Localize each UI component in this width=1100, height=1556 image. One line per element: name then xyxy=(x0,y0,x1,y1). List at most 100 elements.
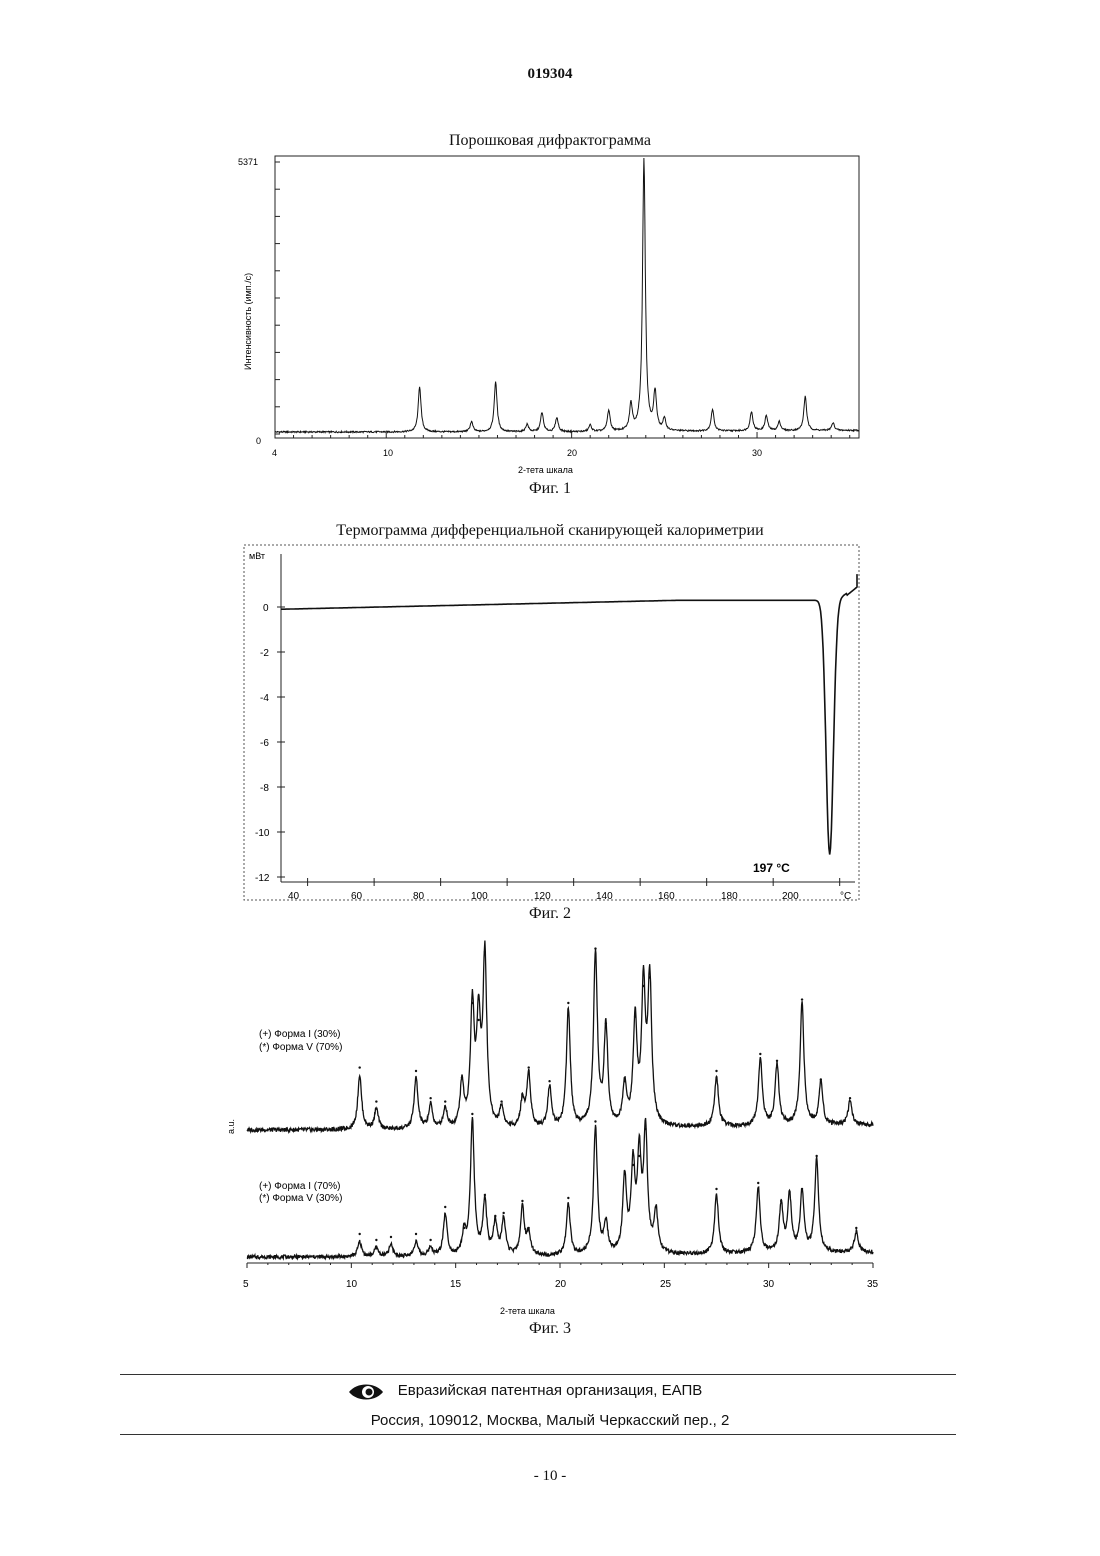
fig3-top-peak-marker xyxy=(776,1060,778,1062)
fig3-top-peak-marker xyxy=(642,985,644,987)
fig2-ytick-m4: -4 xyxy=(260,693,269,704)
fig2-xtick-40: 40 xyxy=(288,891,300,902)
fig3-top-peak-marker xyxy=(358,1066,360,1068)
fig3-top-peak-marker xyxy=(528,1066,530,1068)
fig3-legend-bottom-1: (+) Форма I (70%) xyxy=(259,1181,340,1192)
fig3-bottom-peak-marker xyxy=(471,1113,473,1115)
fig3-top-peak-marker xyxy=(715,1070,717,1072)
fig3-bottom-peak-marker xyxy=(644,1128,646,1130)
fig3-top-peak-marker xyxy=(567,1002,569,1004)
fig3-top-peak-marker xyxy=(548,1080,550,1082)
fig3-top-peak-marker xyxy=(849,1097,851,1099)
figure-3-chart: (+) Форма I (30%) (*) Форма V (70%) (+) … xyxy=(222,940,882,1320)
figure-1-chart: 5371 0 Интенсивность (имп./с) 4 10 20 30… xyxy=(230,150,880,480)
fig3-top-peak-marker xyxy=(375,1100,377,1102)
fig3-top-peak-marker xyxy=(649,976,651,978)
fig1-xtick-4: 4 xyxy=(272,448,277,458)
fig3-bottom-peak-marker xyxy=(444,1206,446,1208)
fig2-xtick-200: 200 xyxy=(782,891,799,902)
fig3-top-peak-marker xyxy=(820,1078,822,1080)
fig3-top-pattern-line xyxy=(247,941,873,1132)
fig1-xtick-20: 20 xyxy=(567,448,577,458)
fig3-top-peak-marker xyxy=(471,1002,473,1004)
fig2-y-unit: мВт xyxy=(249,551,265,561)
fig1-xtick-10: 10 xyxy=(383,448,393,458)
fig1-y0-label: 0 xyxy=(256,436,261,446)
footer-organization: Евразийская патентная организация, ЕАПВ xyxy=(0,1382,1100,1399)
fig3-bottom-peak-marker xyxy=(528,1227,530,1229)
fig3-bottom-peak-marker xyxy=(390,1236,392,1238)
figure-2-title: Термограмма дифференциальной сканирующей… xyxy=(0,522,1100,540)
fig1-ymax-label: 5371 xyxy=(238,157,258,167)
figure-1-title: Порошковая дифрактограмма xyxy=(0,132,1100,150)
fig3-bottom-pattern-line xyxy=(247,1117,873,1259)
fig3-top-peak-marker xyxy=(484,951,486,953)
figure-2-caption: Фиг. 2 xyxy=(0,905,1100,923)
fig3-top-peak-marker xyxy=(444,1100,446,1102)
fig3-legend-bottom-2: (*) Форма V (30%) xyxy=(259,1193,342,1204)
fig2-xtick-60: 60 xyxy=(351,891,363,902)
fig3-bottom-peak-marker xyxy=(605,1218,607,1220)
fig3-bottom-peak-marker xyxy=(815,1155,817,1157)
fig1-diffraction-line xyxy=(275,158,859,433)
footer-address: Россия, 109012, Москва, Малый Черкасский… xyxy=(0,1412,1100,1429)
fig3-bottom-peak-marker xyxy=(801,1188,803,1190)
fig1-y-ticks xyxy=(275,162,280,434)
fig1-x-ticks xyxy=(275,432,850,438)
page-number: - 10 - xyxy=(0,1468,1100,1485)
fig3-top-peak-marker xyxy=(521,1094,523,1096)
fig2-xtick-140: 140 xyxy=(596,891,613,902)
fig3-bottom-peak-marker xyxy=(780,1200,782,1202)
fig3-bottom-peak-marker xyxy=(632,1164,634,1166)
fig3-legend-top-2: (*) Форма V (70%) xyxy=(259,1042,342,1053)
fig3-top-peak-marker xyxy=(605,1022,607,1024)
fig3-xtick-20: 20 xyxy=(555,1279,567,1290)
fig3-bottom-peak-marker xyxy=(429,1239,431,1241)
fig3-top-peak-marker xyxy=(801,998,803,1000)
fig2-xtick-180: 180 xyxy=(721,891,738,902)
fig3-top-peak-marker xyxy=(415,1070,417,1072)
fig2-ytick-m6: -6 xyxy=(260,738,269,749)
fig3-bottom-peak-marker xyxy=(788,1191,790,1193)
fig3-top-peak-marker xyxy=(623,1080,625,1082)
footer-divider-bottom xyxy=(120,1434,956,1435)
fig3-bottom-peak-marker xyxy=(594,1120,596,1122)
fig2-ytick-m2: -2 xyxy=(260,648,269,659)
fig3-bottom-peak-marker xyxy=(638,1155,640,1157)
figure-2-chart: мВт 0 -2 -4 -6 -8 -10 -12 40 60 80 100 1… xyxy=(243,544,861,902)
fig3-xtick-35: 35 xyxy=(867,1279,879,1290)
fig3-bottom-peak-marker xyxy=(463,1227,465,1229)
fig2-ytick-m10: -10 xyxy=(255,828,270,839)
fig1-plot-frame xyxy=(275,156,859,438)
fig2-dsc-line xyxy=(281,574,857,854)
fig3-bottom-peak-marker xyxy=(484,1194,486,1196)
fig2-ticks xyxy=(277,607,840,886)
document-number: 019304 xyxy=(0,66,1100,83)
fig3-bottom-peak-marker xyxy=(358,1233,360,1235)
fig3-y-axis-label: a.u. xyxy=(226,1119,236,1134)
figure-1-caption: Фиг. 1 xyxy=(0,480,1100,498)
fig3-xtick-10: 10 xyxy=(346,1279,358,1290)
fig3-top-peak-marker xyxy=(461,1077,463,1079)
fig3-x-axis-label: 2-тета шкала xyxy=(500,1306,555,1316)
fig3-bottom-peak-marker xyxy=(655,1206,657,1208)
fig3-bottom-peak-marker xyxy=(567,1197,569,1199)
fig2-x-unit: °C xyxy=(840,891,851,902)
fig3-legend-top-1: (+) Форма I (30%) xyxy=(259,1029,340,1040)
fig3-top-peak-marker xyxy=(500,1100,502,1102)
fig2-xtick-120: 120 xyxy=(534,891,551,902)
fig3-bottom-peak-marker xyxy=(623,1173,625,1175)
fig3-xtick-15: 15 xyxy=(450,1279,462,1290)
footer-divider-top xyxy=(120,1374,956,1375)
fig1-xtick-30: 30 xyxy=(752,448,762,458)
fig3-xtick-5: 5 xyxy=(243,1279,249,1290)
fig2-outer-frame xyxy=(244,545,859,900)
fig3-bottom-peak-marker xyxy=(494,1215,496,1217)
fig3-bottom-peak-marker xyxy=(415,1233,417,1235)
fig3-top-peak-marker xyxy=(634,1015,636,1017)
fig2-xtick-100: 100 xyxy=(471,891,488,902)
fig3-ticks xyxy=(247,1263,873,1268)
fig1-x-axis-label: 2-тета шкала xyxy=(518,465,573,475)
fig3-xtick-25: 25 xyxy=(660,1279,672,1290)
fig2-xtick-80: 80 xyxy=(413,891,425,902)
